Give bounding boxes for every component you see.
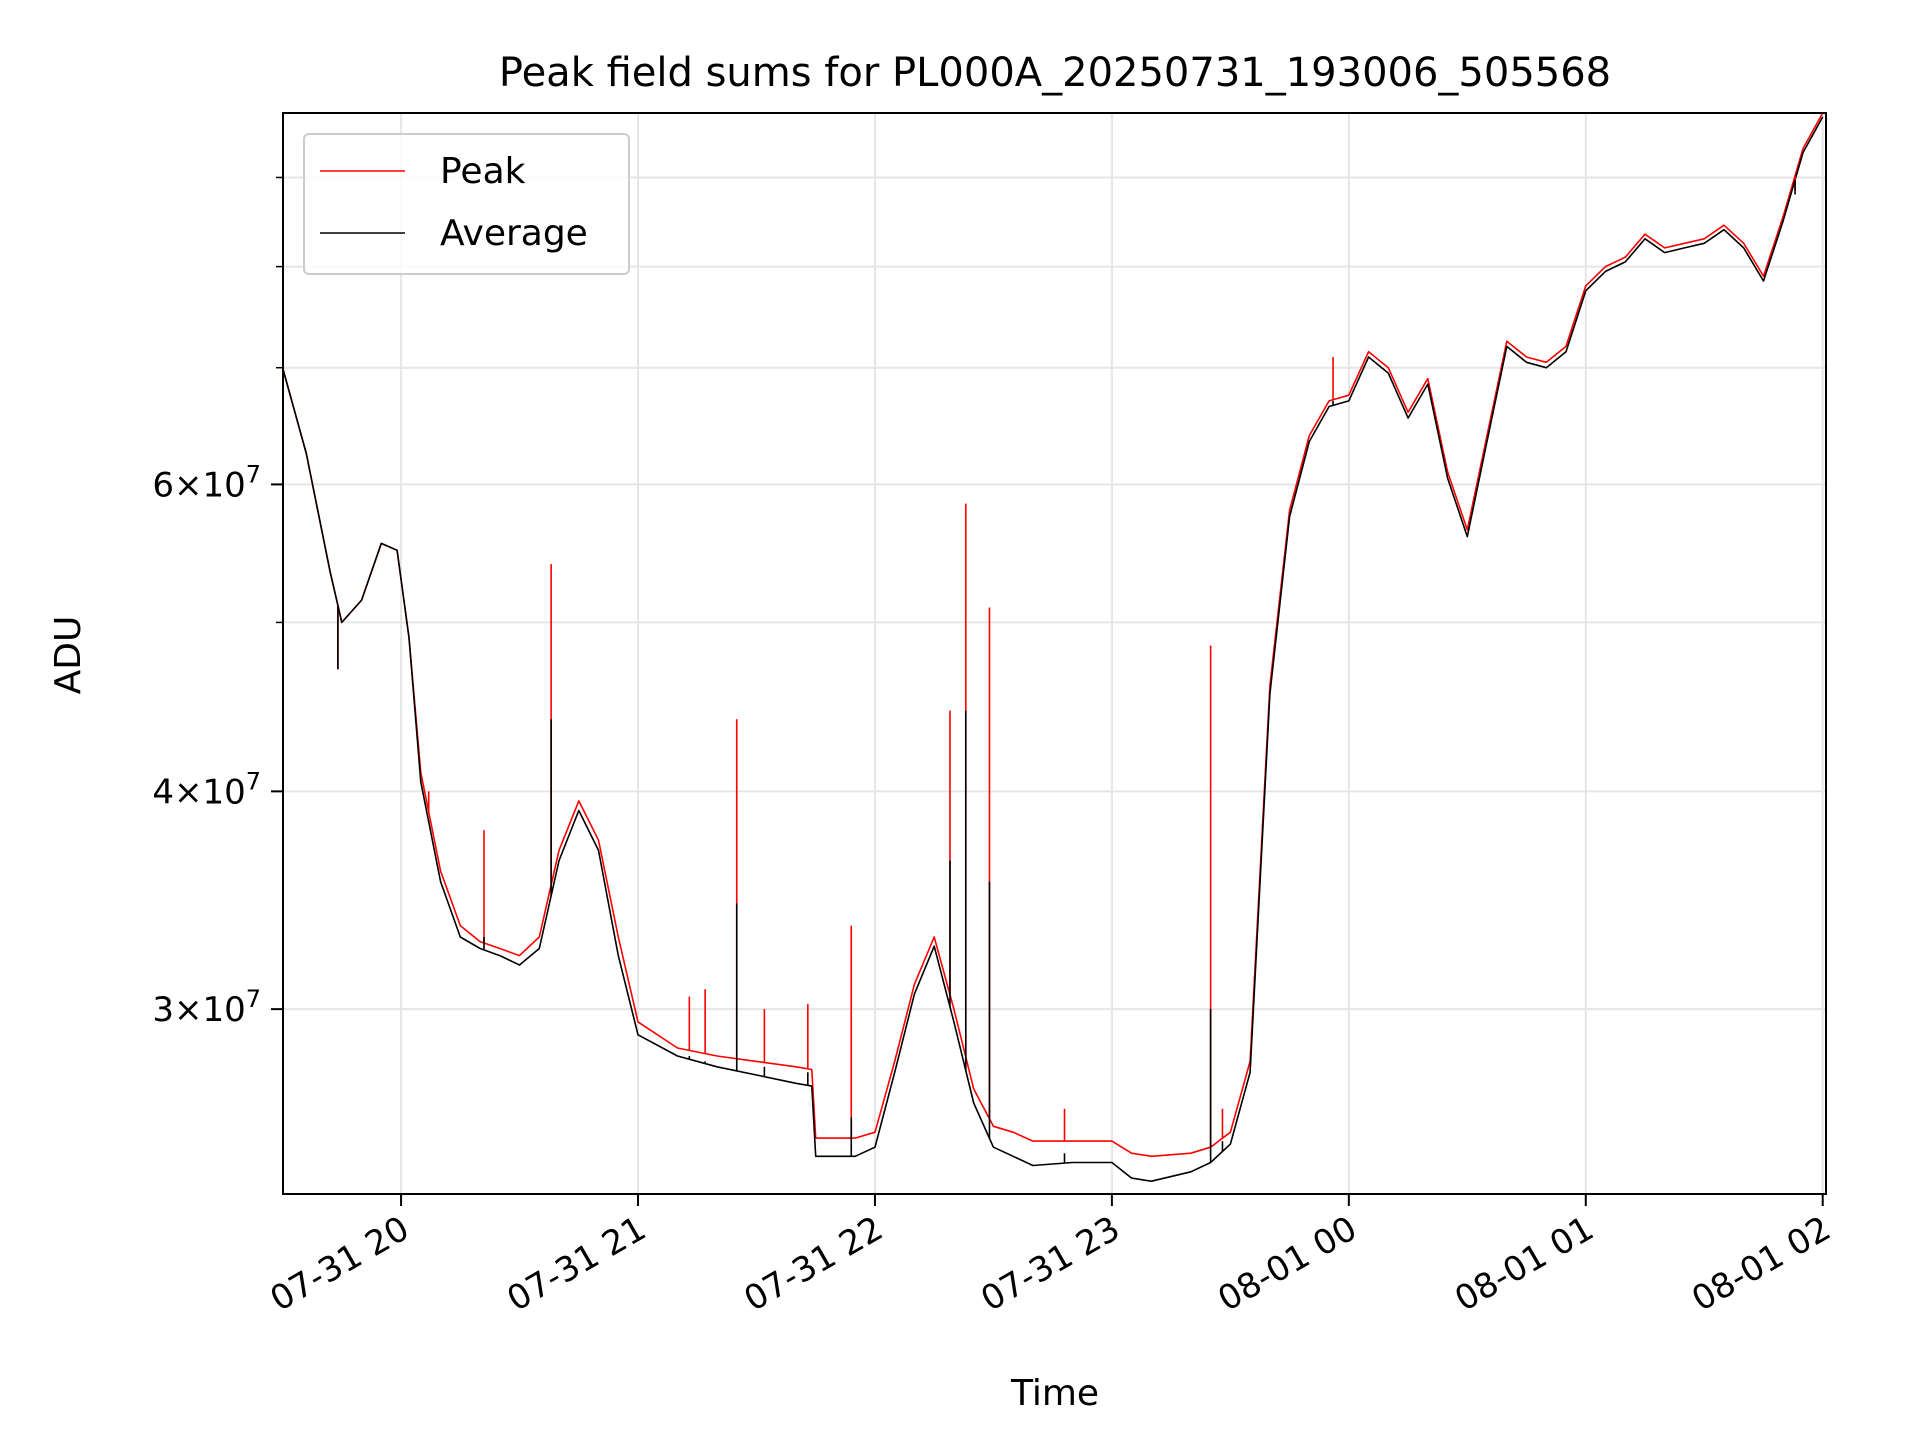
series-line-peak [281,112,1824,1158]
y-axis-ticks: 3×107 4×107 6×107 [152,176,283,1030]
x-tick-label: 08-01 01 [1448,1209,1600,1320]
x-tick-label: 08-01 00 [1211,1209,1363,1320]
series-line-average [281,116,1824,1182]
legend: Peak Average [303,133,630,275]
x-axis-ticks: 07-31 20 07-31 21 07-31 22 07-31 23 08-01 00… [264,1194,1838,1320]
y-axis-label: ADU [48,616,89,695]
y-tick-label: 6×107 [152,460,261,505]
x-axis-label: Time [1010,1373,1099,1414]
legend-box [303,133,630,275]
legend-label-average: Average [440,213,588,254]
x-tick-label: 07-31 21 [501,1209,653,1320]
axes-frame [282,112,1827,1195]
series-layer [281,112,1824,1182]
y-tick-label: 3×107 [152,985,261,1030]
chart-title: Peak field sums for PL000A_20250731_1930… [499,50,1611,96]
legend-label-peak: Peak [440,151,526,192]
x-tick-label: 08-01 02 [1685,1209,1837,1320]
x-tick-label: 07-31 20 [264,1209,416,1320]
x-tick-label: 07-31 22 [737,1209,889,1320]
y-tick-label: 4×107 [152,767,261,812]
x-tick-label: 07-31 23 [974,1209,1126,1320]
grid [283,113,1826,1194]
